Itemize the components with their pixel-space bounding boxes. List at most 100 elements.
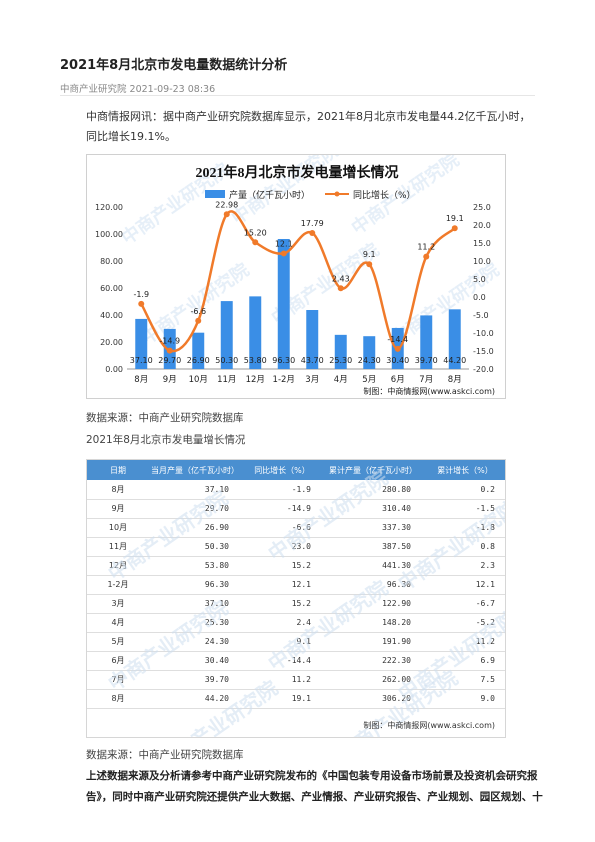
bar (420, 315, 433, 369)
table-row: 10月 26.90 -6.6 337.30 -1.8 (87, 518, 505, 538)
x-tick-label: 3月 (305, 375, 319, 385)
table-cell: -6.7 (423, 594, 505, 614)
table-container: 日期 当月产量（亿千瓦小时） 同比增长（%） 累计产量（亿千瓦小时） 累计增长（%） 8… (86, 459, 506, 738)
bar-value-label: 30.40 (386, 356, 409, 365)
y-right-tick: 15.0 (473, 239, 491, 248)
y-left-tick: 0.00 (105, 365, 123, 374)
table-row: 4月 25.30 2.4 148.20 -5.2 (87, 613, 505, 633)
x-tick-label: 7月 (419, 375, 433, 385)
x-tick-label: 12月 (246, 375, 265, 385)
table-cell: 6.9 (423, 651, 505, 671)
table-cell: 9.0 (423, 689, 505, 709)
table-cell: -14.9 (241, 499, 323, 519)
table-cell: 12.1 (241, 575, 323, 595)
table-cell: 4月 (87, 613, 149, 633)
line-point (252, 239, 259, 246)
article-meta: 中商产业研究院 2021-09-23 08:36 (60, 84, 216, 95)
bar-value-label: 37.10 (130, 356, 153, 365)
line-point (166, 347, 173, 354)
bar (334, 334, 347, 369)
table-cell: -1.9 (241, 480, 323, 500)
y-right-tick: -10.0 (473, 329, 494, 338)
table-cell: 11.2 (423, 632, 505, 652)
line-point (423, 253, 430, 260)
table-cell: 9月 (87, 499, 149, 519)
line-value-label: 15.20 (244, 228, 267, 237)
line-point (223, 211, 230, 218)
y-right-tick: 0.0 (473, 293, 486, 302)
table-row: 9月 29.70 -14.9 310.40 -1.5 (87, 499, 505, 519)
table-cell: 306.20 (323, 689, 423, 709)
chart-container: 中商产业研究院 中商产业研究院 中商产业研究院 中商产业研究院 中商产业研究院 中商产业研… (86, 154, 506, 399)
line-point (366, 261, 373, 268)
table-cell: 280.80 (323, 480, 423, 500)
table-cell: -6.6 (241, 518, 323, 538)
table-cell: 6月 (87, 651, 149, 671)
table-cell: 25.30 (149, 613, 241, 633)
table-cell: 29.70 (149, 499, 241, 519)
table-row: 7月 39.70 11.2 262.00 7.5 (87, 670, 505, 690)
line-value-label: 17.79 (301, 219, 324, 228)
y-left-tick: 20.00 (100, 338, 123, 347)
table-header-cell: 累计产量（亿千瓦小时） (323, 460, 423, 480)
table-cell: 441.30 (323, 556, 423, 576)
table-cell: 44.20 (149, 689, 241, 709)
y-left-tick: 120.00 (95, 203, 123, 212)
x-tick-label: 11月 (217, 375, 236, 385)
line-value-label: -14.4 (387, 335, 408, 344)
x-tick-label: 6月 (391, 375, 405, 385)
table-cell: 8月 (87, 480, 149, 500)
bar (448, 309, 461, 369)
table-row: 8月 37.10 -1.9 280.80 0.2 (87, 480, 505, 500)
table-cell: 23.0 (241, 537, 323, 557)
table-cell: -1.8 (423, 518, 505, 538)
y-left-tick: 40.00 (100, 311, 123, 320)
table-cell: 3月 (87, 594, 149, 614)
table-header-row: 日期 当月产量（亿千瓦小时） 同比增长（%） 累计产量（亿千瓦小时） 累计增长（%） (87, 460, 505, 480)
table-header-cell: 日期 (87, 460, 149, 480)
table-cell: 337.30 (323, 518, 423, 538)
line-point (195, 317, 202, 324)
line-point (280, 250, 287, 257)
x-tick-label: 10月 (189, 375, 208, 385)
bar-value-label: 53.80 (244, 356, 267, 365)
table-cell: 2.4 (241, 613, 323, 633)
bar-value-label: 96.30 (272, 356, 295, 365)
table-row: 12月 53.80 15.2 441.30 2.3 (87, 556, 505, 576)
bar (220, 301, 233, 369)
table-cell: 387.50 (323, 537, 423, 557)
bar-value-label: 26.90 (187, 356, 210, 365)
line-point (309, 229, 316, 236)
table-cell: 1-2月 (87, 575, 149, 595)
closing-paragraph: 上述数据来源及分析请参考中商产业研究院发布的《中国包装专用设备市场前景及投资机会… (86, 770, 543, 803)
table-cell: -5.2 (423, 613, 505, 633)
chart-credit: 制图：中商情报网(www.askci.com) (363, 386, 495, 396)
table-source: 数据来源：中商产业研究院数据库 (86, 749, 244, 761)
bar (306, 310, 319, 369)
bar-value-label: 50.30 (215, 356, 238, 365)
bar (135, 318, 148, 369)
y-right-tick: -20.0 (473, 365, 494, 374)
data-table: 日期 当月产量（亿千瓦小时） 同比增长（%） 累计产量（亿千瓦小时） 累计增长（%） 8… (87, 460, 505, 709)
legend-line-marker (334, 191, 340, 197)
table-cell: 11.2 (241, 670, 323, 690)
legend-bar-label: 产量（亿千瓦小时） (229, 189, 310, 201)
table-cell: 50.30 (149, 537, 241, 557)
legend-line-label: 同比增长（%） (353, 189, 416, 201)
article-intro: 中商情报网讯：据中商产业研究院数据库显示，2021年8月北京市发电量44.2亿千… (86, 110, 531, 143)
y-left-tick: 100.00 (95, 230, 123, 239)
bar-value-label: 39.70 (415, 356, 438, 365)
y-right-tick: 5.0 (473, 275, 486, 284)
table-cell: 262.00 (323, 670, 423, 690)
table-cell: 15.2 (241, 556, 323, 576)
table-cell: 37.10 (149, 594, 241, 614)
y-right-tick: 20.0 (473, 221, 491, 230)
table-cell: 222.30 (323, 651, 423, 671)
table-cell: 53.80 (149, 556, 241, 576)
table-cell: 96.30 (323, 575, 423, 595)
bar-value-label: 29.70 (158, 356, 181, 365)
line-point (394, 345, 401, 352)
table-cell: 191.90 (323, 632, 423, 652)
bar (363, 336, 376, 369)
